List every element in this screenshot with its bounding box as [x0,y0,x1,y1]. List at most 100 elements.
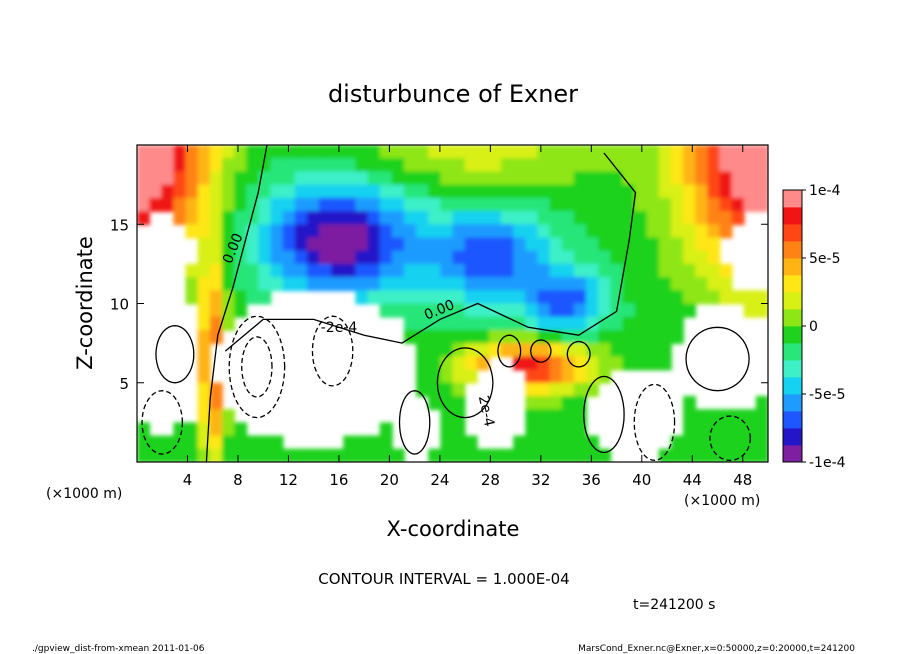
heatmap-cell [658,303,672,318]
heatmap-cell [452,356,466,371]
heatmap-cell [707,197,721,212]
heatmap-cell [379,303,393,318]
heatmap-cell [598,197,612,212]
heatmap-cell [343,171,357,186]
heatmap-cell [634,158,648,173]
heatmap-cell [683,197,697,212]
heatmap-cell [234,224,248,239]
heatmap-cell [306,158,320,173]
heatmap-cell [598,237,612,252]
heatmap-cell [695,158,709,173]
heatmap-cell [537,303,551,318]
x-tick-label: 44 [683,471,702,489]
heatmap-cell [476,343,490,358]
heatmap-cell [403,158,417,173]
colorbar-swatch [783,258,802,276]
heatmap-cell [670,329,684,345]
heatmap-cell [525,382,539,397]
heatmap-cell [501,277,515,292]
heatmap-cell [319,448,333,462]
heatmap-cell [573,422,587,437]
heatmap-cell [549,237,563,252]
heatmap-cell [658,197,672,212]
heatmap-cell [452,395,466,411]
heatmap-cell [513,224,527,239]
contour-label: 2e-4 [475,394,497,428]
heatmap-cell [416,329,430,345]
heatmap-cell [501,197,515,212]
heatmap-cell [476,316,490,331]
heatmap-cell [501,316,515,331]
heatmap-cell [488,224,502,239]
heatmap-cell [513,277,527,292]
heatmap-cell [488,250,502,265]
contour-negative [241,336,273,398]
heatmap-cell [440,237,454,252]
heatmap-cell [585,224,600,239]
heatmap-cell [658,329,672,345]
heatmap-cell [658,224,672,239]
heatmap-cell [221,263,235,278]
heatmap-cell [391,277,405,292]
heatmap-cell [258,250,272,265]
heatmap-cell [537,448,551,462]
heatmap-cell [185,448,199,462]
heatmap-cell [440,369,454,384]
heatmap-cell [452,422,466,437]
heatmap-cell [707,263,721,278]
heatmap-cell [294,158,308,173]
heatmap-cell [331,277,345,292]
heatmap-cell [585,369,600,384]
heatmap-cell [598,158,612,173]
heatmap-cell [464,448,478,462]
heatmap-cell [476,158,490,173]
heatmap-cell [440,184,454,199]
heatmap-cell [731,171,745,186]
heatmap-cell [403,303,417,318]
heatmap-cell [634,290,648,305]
heatmap-cell [731,448,745,462]
x-axis-label: X-coordinate [387,517,520,541]
heatmap-cell [282,263,296,278]
heatmap-cell [464,343,478,358]
heatmap-cell [355,277,369,292]
heatmap-cell [501,290,515,305]
heatmap-cell [428,395,442,411]
heatmap-cell [695,237,709,252]
heatmap-cell [331,224,345,239]
heatmap-cell [294,145,308,160]
heatmap-cell [561,250,575,265]
heatmap-cell [185,171,199,186]
heatmap-cell [294,277,308,292]
x-tick-label: 40 [632,471,651,489]
heatmap-cell [391,448,405,462]
heatmap-cell [331,237,345,252]
heatmap-cell [319,184,333,199]
heatmap-cell [428,145,442,160]
heatmap-cell [501,171,515,186]
heatmap-cell [234,448,248,462]
heatmap-cell [379,211,393,226]
heatmap-cell [197,250,211,265]
heatmap-cell [197,197,211,212]
heatmap-cell [525,356,539,371]
heatmap-cell [622,290,636,305]
x-tick-label: 8 [233,471,243,489]
heatmap-cell [355,145,369,160]
heatmap-cell [379,224,393,239]
heatmap-cell [452,250,466,265]
colorbar-swatch [783,411,802,429]
heatmap-cell [209,263,223,278]
heatmap-cell [719,197,733,212]
heatmap-cell [513,290,527,305]
heatmap-cell [622,356,636,371]
heatmap-cell [513,263,527,278]
heatmap-cell [452,448,466,462]
colorbar-swatch [783,292,802,310]
heatmap-cell [585,250,600,265]
heatmap-cell [755,145,768,160]
heatmap-cell [658,263,672,278]
heatmap-cell [501,448,515,462]
heatmap-cell [610,224,624,239]
